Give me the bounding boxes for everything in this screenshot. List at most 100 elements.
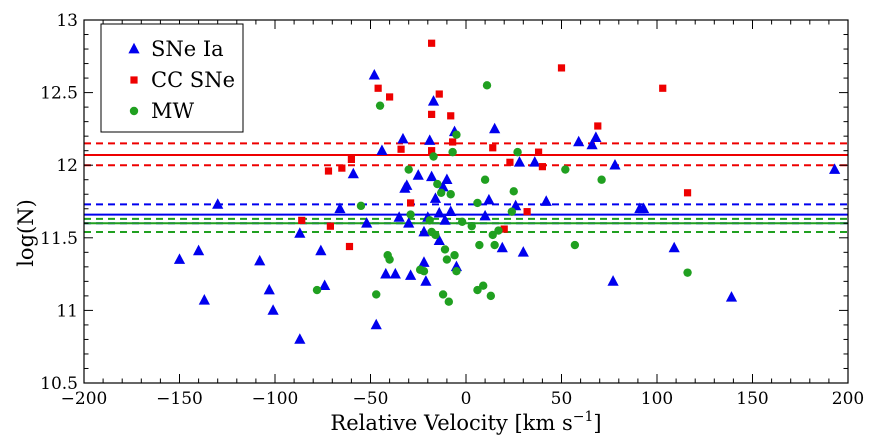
- mw-point: [385, 255, 394, 264]
- y-tick-label: 13: [56, 11, 78, 31]
- sne-ia-point: [496, 241, 508, 253]
- sne-ia-point: [319, 279, 331, 291]
- sne-ia-point: [489, 122, 501, 134]
- mw-point: [486, 291, 496, 301]
- mw-point: [436, 188, 446, 197]
- mw-point: [457, 217, 467, 227]
- sne-ia-point: [607, 275, 619, 286]
- legend-cc-sne-label: CC SNe: [151, 68, 235, 92]
- sne-ia-point: [347, 167, 359, 179]
- sne-ia-point: [427, 95, 440, 106]
- cc-sne-point: [386, 93, 394, 101]
- y-tick-label: 11: [56, 301, 78, 321]
- cc-sne-point: [435, 90, 443, 98]
- y-axis-label: log(N): [14, 199, 38, 267]
- cc-sne-point: [449, 138, 457, 146]
- sne-ia-point: [193, 244, 205, 256]
- mw-point: [488, 230, 497, 240]
- y-tick-label: 10.5: [40, 374, 78, 394]
- legend-sne-ia-marker: [128, 42, 140, 54]
- sne-ia-point: [510, 199, 522, 211]
- sne-ia-point: [445, 205, 457, 217]
- x-tick-label: −150: [156, 389, 203, 409]
- mw-point: [431, 230, 440, 240]
- sne-ia-point: [513, 156, 526, 167]
- sne-ia-point: [573, 135, 585, 147]
- cc-sne-point: [489, 144, 497, 152]
- sne-ia-point: [668, 241, 680, 253]
- mw-point: [482, 81, 492, 90]
- mw-point: [444, 297, 454, 306]
- mw-point: [561, 165, 570, 174]
- x-axis-label: Relative Velocity [km s−1]: [330, 409, 601, 435]
- cc-sne-point: [374, 84, 382, 92]
- cc-sne-point: [557, 64, 566, 72]
- cc-sne-point: [659, 84, 667, 92]
- legend-mw-marker: [129, 106, 139, 116]
- x-tick-label: 200: [832, 389, 864, 409]
- cc-sne-point: [500, 225, 508, 233]
- cc-sne-point: [428, 110, 436, 118]
- mw-point: [513, 147, 522, 157]
- sne-ia-point: [609, 159, 621, 170]
- mw-point: [438, 290, 448, 299]
- tick-labels: −200 −150 −100 −50 0 50 100 150 200 10.5 11 11.5 12 1…: [40, 11, 864, 409]
- mw-point: [450, 251, 459, 260]
- mw-point: [419, 266, 429, 276]
- mw-point: [570, 240, 580, 250]
- legend: SNe Ia CC SNe MW: [100, 23, 244, 133]
- mw-point: [478, 281, 488, 290]
- legend-cc-sne-marker: [130, 76, 138, 84]
- mw-point: [480, 175, 490, 184]
- sne-ia-point: [173, 253, 186, 264]
- sne-ia-point: [418, 225, 430, 237]
- mw-point: [446, 190, 455, 199]
- cc-sne-point: [683, 189, 692, 197]
- sne-ia-point: [418, 256, 430, 267]
- cc-sne-point: [326, 222, 334, 230]
- y-tick-label: 11.5: [40, 229, 78, 249]
- mw-point: [473, 198, 482, 208]
- data-points: [173, 39, 841, 344]
- mw-point: [507, 207, 517, 216]
- sne-ia-point: [479, 209, 491, 221]
- sne-ia-point: [483, 193, 495, 205]
- mw-point: [406, 210, 415, 219]
- sne-ia-point: [725, 291, 738, 302]
- sne-ia-point: [389, 267, 401, 279]
- sne-ia-point: [517, 246, 529, 257]
- sne-ia-point: [294, 333, 306, 344]
- legend-sne-ia-label: SNe Ia: [151, 37, 224, 61]
- mw-point: [425, 216, 434, 225]
- sne-ia-point: [586, 138, 598, 150]
- mw-point: [683, 268, 692, 277]
- sne-ia-point: [254, 254, 266, 266]
- sne-ia-point: [370, 318, 382, 330]
- cc-sne-point: [428, 39, 436, 47]
- mw-point: [442, 255, 452, 264]
- mw-point: [440, 245, 450, 254]
- mw-point: [597, 175, 606, 184]
- legend-mw-label: MW: [151, 99, 195, 123]
- cc-sne-point: [534, 148, 543, 156]
- mw-point: [312, 285, 322, 295]
- sne-ia-point: [401, 179, 413, 190]
- mw-point: [467, 221, 476, 231]
- sne-ia-point: [380, 267, 392, 279]
- x-tick-label: −100: [252, 389, 299, 409]
- mw-point: [372, 290, 381, 299]
- y-tick-label: 12.5: [40, 84, 78, 104]
- mw-point: [494, 226, 503, 235]
- sne-ia-point: [294, 227, 306, 238]
- x-tick-label: 100: [641, 389, 673, 409]
- sne-ia-point: [263, 283, 275, 295]
- sne-ia-point: [433, 206, 445, 218]
- mw-point: [448, 147, 457, 157]
- sne-ia-point: [397, 132, 409, 144]
- cc-sne-point: [397, 145, 405, 153]
- cc-sne-point: [324, 167, 333, 175]
- sne-ia-point: [267, 304, 279, 315]
- cc-sne-point: [506, 158, 514, 166]
- x-tick-label: 50: [551, 389, 573, 409]
